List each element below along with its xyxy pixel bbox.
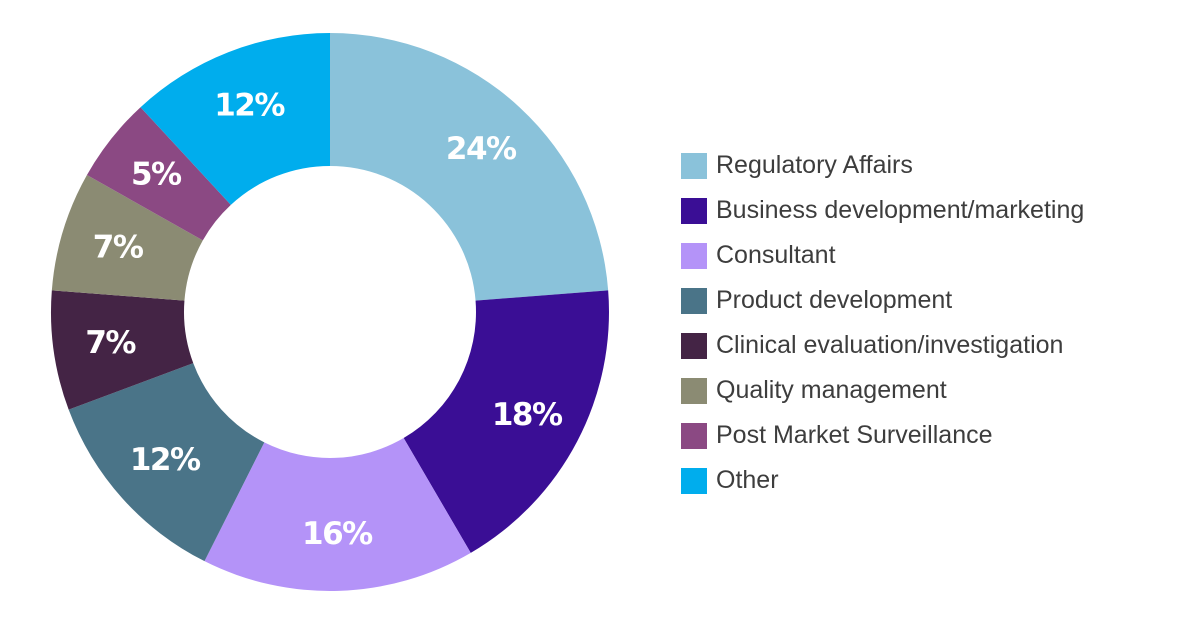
legend-swatch — [681, 287, 707, 314]
legend-item-consultant: Consultant — [681, 233, 1084, 278]
legend-swatch — [681, 422, 707, 449]
slice-label-business-development-marketing: 18% — [492, 397, 563, 433]
legend-item-quality-management: Quality management — [681, 368, 1084, 413]
legend-label: Clinical evaluation/investigation — [716, 331, 1064, 359]
legend-label: Quality management — [716, 376, 947, 404]
legend-swatch — [681, 377, 707, 404]
legend-swatch — [681, 242, 707, 269]
legend-item-clinical-evaluation-investigation: Clinical evaluation/investigation — [681, 323, 1084, 368]
slice-regulatory-affairs — [330, 33, 609, 301]
legend-label: Other — [716, 466, 779, 494]
slice-label-regulatory-affairs: 24% — [446, 131, 517, 167]
legend-label: Post Market Surveillance — [716, 421, 993, 449]
legend-label: Business development/marketing — [716, 196, 1085, 224]
legend-swatch — [681, 197, 707, 224]
chart-legend: Regulatory Affairs Business development/m… — [681, 143, 1084, 503]
slice-other — [140, 33, 330, 205]
slice-label-product-development: 12% — [130, 442, 201, 478]
slice-labels: 24% 18% 16% 12% 7% 7% 5% 12% — [85, 87, 564, 552]
slice-label-other: 12% — [214, 87, 285, 123]
slice-label-consultant: 16% — [302, 516, 373, 552]
legend-item-business-development-marketing: Business development/marketing — [681, 188, 1084, 233]
legend-item-regulatory-affairs: Regulatory Affairs — [681, 143, 1084, 188]
legend-swatch — [681, 467, 707, 494]
slice-label-quality-management: 7% — [93, 229, 144, 265]
legend-item-other: Other — [681, 458, 1084, 503]
legend-item-post-market-surveillance: Post Market Surveillance — [681, 413, 1084, 458]
slice-product-development — [68, 363, 265, 562]
donut-slices — [50, 33, 609, 592]
slice-clinical-evaluation-investigation — [50, 290, 194, 410]
legend-label: Product development — [716, 286, 953, 314]
slice-consultant — [204, 438, 471, 592]
donut-chart: 24% 18% 16% 12% 7% 7% 5% 12% — [50, 33, 609, 592]
legend-swatch — [681, 152, 707, 179]
slice-quality-management — [51, 175, 203, 301]
slice-business-development-marketing — [403, 290, 609, 553]
slice-label-clinical-evaluation-investigation: 7% — [85, 325, 136, 361]
slice-label-post-market-surveillance: 5% — [131, 156, 182, 192]
legend-swatch — [681, 332, 707, 359]
legend-item-product-development: Product development — [681, 278, 1084, 323]
slice-post-market-surveillance — [86, 107, 231, 241]
legend-label: Regulatory Affairs — [716, 151, 913, 179]
legend-label: Consultant — [716, 241, 836, 269]
